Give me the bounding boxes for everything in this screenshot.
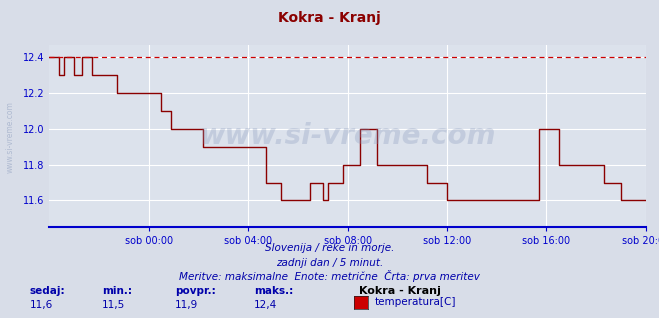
Text: povpr.:: povpr.: [175,286,215,295]
Text: 11,5: 11,5 [102,300,125,309]
Text: maks.:: maks.: [254,286,293,295]
Text: 11,9: 11,9 [175,300,198,309]
Text: www.si-vreme.com: www.si-vreme.com [5,101,14,173]
Text: Kokra - Kranj: Kokra - Kranj [359,286,441,295]
Text: temperatura[C]: temperatura[C] [374,297,456,307]
Text: zadnji dan / 5 minut.: zadnji dan / 5 minut. [276,258,383,267]
Text: www.si-vreme.com: www.si-vreme.com [200,122,496,150]
Text: Meritve: maksimalne  Enote: metrične  Črta: prva meritev: Meritve: maksimalne Enote: metrične Črta… [179,270,480,282]
Text: Slovenija / reke in morje.: Slovenija / reke in morje. [265,243,394,253]
Text: Kokra - Kranj: Kokra - Kranj [278,11,381,25]
Text: 11,6: 11,6 [30,300,53,309]
Text: 12,4: 12,4 [254,300,277,309]
Text: min.:: min.: [102,286,132,295]
Text: sedaj:: sedaj: [30,286,65,295]
